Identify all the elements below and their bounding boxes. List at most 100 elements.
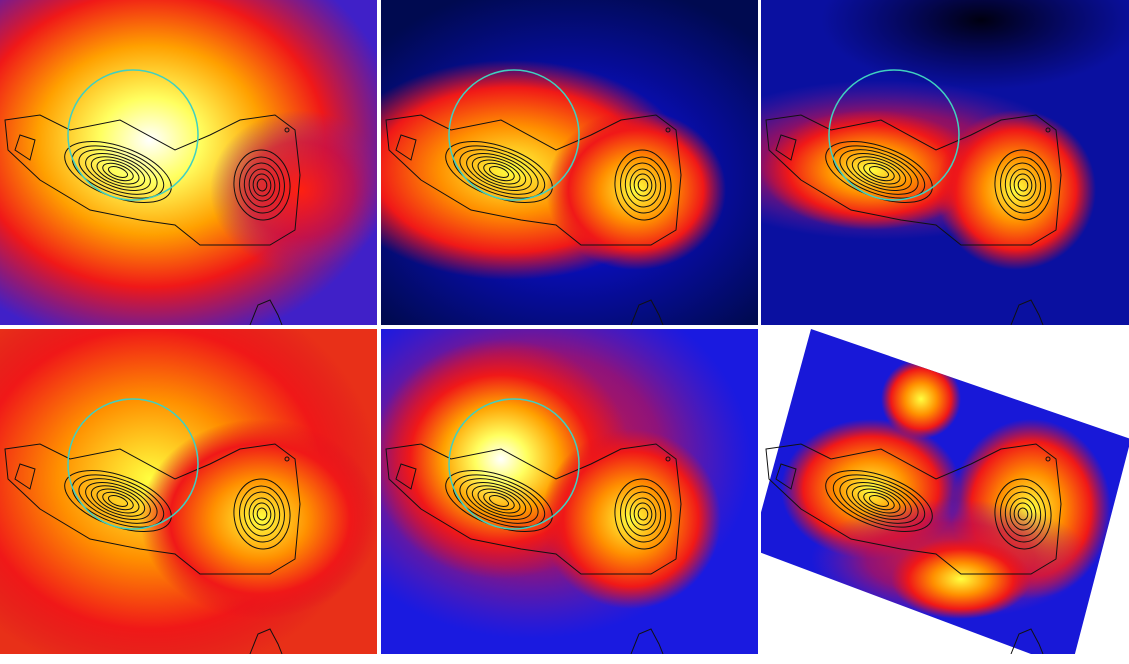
aperture-circle — [67, 69, 199, 201]
contour — [630, 299, 664, 325]
contour — [775, 134, 797, 161]
contour — [1010, 299, 1044, 325]
contour — [624, 162, 662, 208]
heat-blob — [546, 110, 726, 270]
contour — [256, 178, 268, 192]
contour — [459, 478, 539, 524]
contour — [284, 456, 290, 462]
contour — [637, 178, 649, 192]
contour — [233, 149, 291, 221]
contour — [1010, 628, 1044, 654]
contour — [624, 491, 662, 537]
contour — [71, 474, 165, 528]
contour — [1013, 173, 1033, 197]
contour — [233, 478, 291, 550]
contour — [846, 153, 912, 191]
contour — [71, 145, 165, 199]
contour — [851, 156, 907, 188]
contour — [4, 114, 301, 246]
contour — [243, 491, 281, 537]
contour — [633, 173, 653, 197]
contour — [466, 482, 532, 520]
contour — [851, 485, 907, 517]
contour — [863, 491, 895, 511]
contour — [471, 485, 527, 517]
heat-blob — [881, 359, 961, 439]
contour — [477, 159, 521, 185]
contour — [239, 485, 285, 543]
contour — [629, 497, 657, 531]
contour — [614, 149, 672, 221]
contour — [90, 156, 146, 188]
contour — [1009, 168, 1037, 202]
contour — [483, 162, 515, 182]
contour — [630, 628, 664, 654]
heat-blob — [761, 110, 981, 230]
contour — [459, 149, 539, 195]
panel — [0, 0, 377, 325]
contour — [1045, 127, 1051, 133]
contour — [4, 443, 301, 575]
heat-blob — [210, 110, 377, 270]
contour — [1045, 456, 1051, 462]
panel — [761, 329, 1129, 654]
contour — [857, 488, 901, 514]
contour — [1000, 156, 1046, 214]
contour — [620, 485, 666, 543]
contour — [85, 153, 151, 191]
contour — [385, 443, 682, 575]
panel — [381, 0, 758, 325]
contour — [85, 482, 151, 520]
contour — [868, 166, 890, 178]
aperture-circle — [448, 398, 580, 530]
contour — [994, 149, 1052, 221]
contour — [14, 463, 36, 490]
contour — [466, 153, 532, 191]
contour — [775, 463, 797, 490]
contour — [483, 491, 515, 511]
contour — [629, 168, 657, 202]
contour — [256, 507, 268, 521]
contour — [1017, 507, 1029, 521]
contour — [633, 502, 653, 526]
contour — [452, 145, 546, 199]
contour — [395, 134, 417, 161]
contour — [107, 166, 129, 178]
contour — [78, 478, 158, 524]
contour — [1013, 502, 1033, 526]
contour — [868, 495, 890, 507]
contour — [14, 134, 36, 161]
heat-blob — [936, 110, 1096, 270]
contour — [488, 166, 510, 178]
contour — [385, 114, 682, 246]
aperture-circle — [67, 398, 199, 530]
contour — [825, 470, 933, 532]
contour — [107, 495, 129, 507]
contour — [78, 149, 158, 195]
contour — [248, 497, 276, 531]
contour — [102, 162, 134, 182]
contour — [994, 478, 1052, 550]
contour — [863, 162, 895, 182]
heat-blob — [891, 539, 1031, 619]
aperture-circle — [828, 69, 960, 201]
contour — [665, 456, 671, 462]
heat-blob — [821, 0, 1129, 90]
contour — [471, 156, 527, 188]
panel — [761, 0, 1129, 325]
contour — [248, 168, 276, 202]
contour — [665, 127, 671, 133]
contour — [96, 488, 140, 514]
contour — [839, 149, 919, 195]
contour — [857, 159, 901, 185]
contour — [1004, 491, 1042, 537]
contour — [765, 443, 1062, 575]
contour — [239, 156, 285, 214]
contour — [249, 628, 283, 654]
contour — [1009, 497, 1037, 531]
contour — [96, 159, 140, 185]
contour — [846, 482, 912, 520]
panel — [381, 329, 758, 654]
contour — [243, 162, 281, 208]
